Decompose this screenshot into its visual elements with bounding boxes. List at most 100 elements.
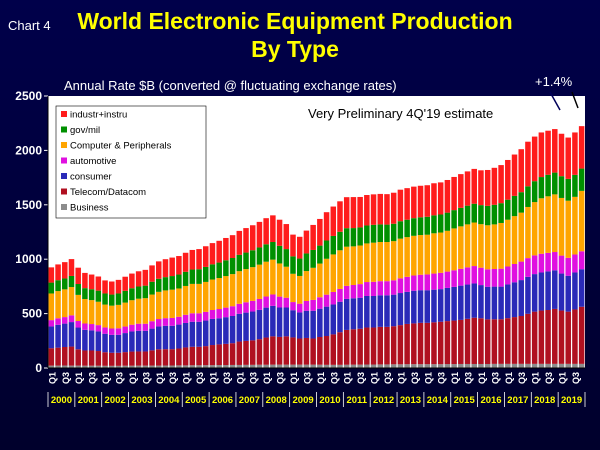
bar-segment-telecom-datacom bbox=[464, 318, 471, 364]
bar-segment-industr-instru bbox=[545, 130, 551, 175]
x-year-label: 2017 bbox=[507, 395, 528, 406]
bar-segment-automotive bbox=[491, 268, 498, 287]
bar-segment-automotive bbox=[384, 281, 390, 296]
bar-segment-telecom-datacom bbox=[62, 347, 68, 366]
bar-segment-telecom-datacom bbox=[578, 306, 585, 364]
x-quarter-label: Q1 bbox=[423, 372, 433, 384]
bar-segment-gov-mil bbox=[545, 174, 551, 197]
bar-segment-business bbox=[243, 364, 249, 368]
bar-segment-computer-peripherals bbox=[317, 263, 323, 298]
bar-segment-telecom-datacom bbox=[149, 350, 155, 366]
bar-segment-computer-peripherals bbox=[444, 230, 451, 272]
bar-segment-gov-mil bbox=[498, 203, 504, 223]
x-year-label: 2001 bbox=[78, 395, 100, 406]
bar-segment-consumer bbox=[109, 334, 115, 353]
bar-segment-business bbox=[68, 365, 75, 368]
x-quarter-label: Q3 bbox=[88, 372, 98, 384]
bar-segment-telecom-datacom bbox=[290, 337, 296, 365]
chart-title-line2: By Type bbox=[251, 36, 339, 62]
bar-segment-automotive bbox=[142, 323, 149, 331]
bar-segment-gov-mil bbox=[431, 215, 437, 234]
x-quarter-label: Q1 bbox=[504, 372, 514, 384]
bar-segment-gov-mil bbox=[129, 288, 135, 301]
bar-segment-consumer bbox=[364, 295, 370, 328]
bar-segment-business bbox=[558, 363, 565, 368]
bar-segment-consumer bbox=[223, 317, 229, 344]
bar-segment-computer-peripherals bbox=[129, 300, 135, 325]
bar-segment-business bbox=[156, 365, 162, 368]
bar-segment-automotive bbox=[357, 284, 363, 298]
bar-segment-industr-instru bbox=[404, 188, 410, 220]
bar-segment-consumer bbox=[182, 322, 189, 348]
bar-segment-automotive bbox=[350, 284, 357, 299]
bar-segment-gov-mil bbox=[471, 203, 477, 223]
bar-segment-computer-peripherals bbox=[209, 279, 216, 311]
bar-segment-automotive bbox=[525, 258, 531, 277]
bar-segment-gov-mil bbox=[417, 217, 424, 236]
bar-segment-business bbox=[578, 363, 585, 368]
x-quarter-label: Q1 bbox=[316, 372, 326, 384]
bar-segment-telecom-datacom bbox=[531, 311, 538, 364]
bar-segment-consumer bbox=[578, 269, 585, 307]
bar-segment-gov-mil bbox=[149, 281, 155, 295]
bar-segment-business bbox=[48, 365, 55, 368]
bar-segment-telecom-datacom bbox=[109, 352, 115, 366]
bar-segment-telecom-datacom bbox=[102, 352, 108, 366]
bar-segment-automotive bbox=[431, 273, 437, 290]
bar-segment-telecom-datacom bbox=[156, 349, 162, 366]
bar-segment-business bbox=[437, 364, 444, 368]
bar-segment-business bbox=[484, 363, 491, 368]
legend-label: Business bbox=[70, 203, 109, 214]
bar-segment-industr-instru bbox=[296, 236, 303, 259]
x-quarter-label: Q1 bbox=[74, 372, 84, 384]
bar-segment-business bbox=[404, 364, 410, 368]
bar-segment-consumer bbox=[330, 304, 337, 335]
bar-segment-gov-mil bbox=[458, 207, 464, 227]
bar-segment-gov-mil bbox=[102, 293, 108, 305]
bar-segment-consumer bbox=[505, 284, 511, 319]
bar-segment-consumer bbox=[531, 274, 538, 312]
bar-segment-consumer bbox=[256, 309, 263, 340]
bar-segment-telecom-datacom bbox=[55, 347, 61, 366]
x-quarter-label: Q3 bbox=[464, 372, 474, 384]
legend-swatch bbox=[61, 157, 67, 164]
bar-segment-automotive bbox=[68, 315, 75, 323]
x-year-label: 2013 bbox=[400, 395, 421, 406]
bar-segment-automotive bbox=[390, 280, 397, 295]
x-quarter-label: Q3 bbox=[490, 372, 500, 384]
x-quarter-label: Q1 bbox=[370, 372, 380, 384]
bar-segment-telecom-datacom bbox=[115, 352, 122, 366]
bar-segment-telecom-datacom bbox=[350, 329, 357, 365]
bar-segment-computer-peripherals bbox=[323, 258, 330, 295]
bar-segment-computer-peripherals bbox=[68, 287, 75, 316]
bar-segment-industr-instru bbox=[370, 194, 377, 225]
bar-segment-automotive bbox=[317, 297, 323, 309]
bar-segment-gov-mil bbox=[156, 278, 162, 292]
bar-segment-telecom-datacom bbox=[458, 319, 464, 364]
bar-segment-business bbox=[249, 364, 256, 368]
bar-segment-computer-peripherals bbox=[364, 243, 370, 283]
bar-segment-computer-peripherals bbox=[310, 267, 316, 300]
bar-segment-computer-peripherals bbox=[122, 302, 128, 327]
bar-segment-business bbox=[229, 364, 236, 368]
bar-segment-telecom-datacom bbox=[236, 341, 243, 365]
bar-segment-telecom-datacom bbox=[182, 347, 189, 366]
bar-segment-automotive bbox=[75, 321, 81, 328]
bar-segment-automotive bbox=[82, 323, 88, 330]
bar-segment-computer-peripherals bbox=[478, 224, 484, 268]
bar-segment-automotive bbox=[229, 306, 236, 316]
bar-segment-automotive bbox=[149, 321, 155, 329]
bar-segment-industr-instru bbox=[484, 169, 491, 206]
bar-segment-gov-mil bbox=[511, 195, 518, 217]
bar-segment-computer-peripherals bbox=[176, 288, 182, 317]
bar-segment-business bbox=[296, 364, 303, 368]
bar-segment-automotive bbox=[578, 251, 585, 270]
bar-segment-telecom-datacom bbox=[384, 326, 390, 365]
bar-segment-computer-peripherals bbox=[390, 241, 397, 281]
bar-segment-industr-instru bbox=[249, 225, 256, 251]
bar-segment-industr-instru bbox=[424, 185, 430, 217]
bar-segment-gov-mil bbox=[270, 242, 276, 260]
bar-segment-consumer bbox=[552, 270, 558, 309]
legend-label: gov/mil bbox=[70, 125, 100, 136]
bar-segment-telecom-datacom bbox=[189, 346, 196, 366]
